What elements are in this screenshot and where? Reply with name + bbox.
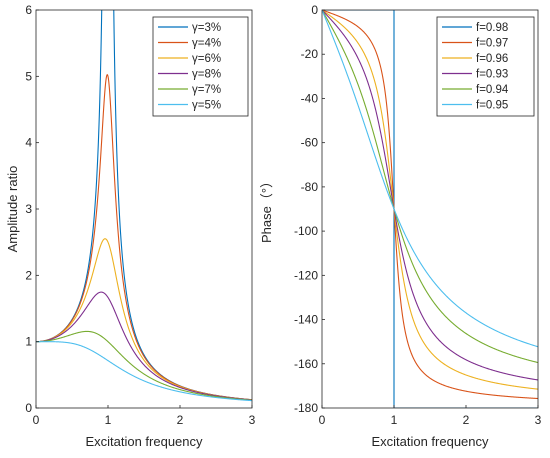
- y-tick-label: 0: [311, 3, 318, 17]
- x-tick-label: 0: [33, 413, 40, 427]
- amplitude-y-axis-label: Amplitude ratio: [5, 166, 20, 253]
- series-line-4: [322, 10, 538, 381]
- legend-entry-label: f=0.97: [476, 38, 508, 50]
- y-tick-label: 6: [25, 3, 32, 17]
- y-tick-label: 5: [25, 69, 32, 83]
- series-line-5: [322, 10, 538, 364]
- legend-entry-label: γ=4%: [192, 38, 221, 50]
- legend-entry-label: γ=8%: [192, 69, 221, 81]
- y-tick-label: -180: [294, 401, 318, 415]
- phase-legend: f=0.98 f=0.97 f=0.96 f=0.93 f=0.94 f=0.95: [436, 16, 535, 117]
- series-line-5: [36, 330, 252, 401]
- legend-entry-label: γ=7%: [192, 84, 221, 96]
- y-tick-label: 1: [25, 335, 32, 349]
- y-tick-label: -40: [301, 91, 319, 105]
- phase-y-axis-label: Phase（°）: [259, 175, 274, 243]
- phase-x-axis-label: Excitation frequency: [371, 434, 489, 449]
- x-tick-label: 1: [105, 413, 112, 427]
- x-tick-label: 2: [463, 413, 470, 427]
- amplitude-x-axis-label: Excitation frequency: [85, 434, 203, 449]
- y-tick-label: -60: [301, 136, 319, 150]
- amplitude-series-group: [36, 10, 252, 402]
- legend-entry-label: f=0.98: [476, 22, 508, 34]
- x-tick-label: 1: [391, 413, 398, 427]
- x-tick-label: 2: [177, 413, 184, 427]
- y-tick-label: 4: [25, 136, 32, 150]
- y-tick-label: -160: [294, 357, 318, 371]
- series-line-4: [36, 291, 252, 401]
- y-tick-label: -140: [294, 313, 318, 327]
- y-tick-label: -20: [301, 47, 319, 61]
- y-tick-label: -100: [294, 224, 318, 238]
- y-tick-label: 2: [25, 268, 32, 282]
- plot-area-frame: [321, 9, 539, 409]
- phase-axis-ticks: 0 1 2 3 0 -20 -40 -60 -80 -100 -120 -140 -160 -180: [294, 3, 542, 427]
- legend-entry-label: f=0.96: [476, 53, 508, 65]
- y-tick-label: -80: [301, 180, 319, 194]
- y-tick-label: -120: [294, 268, 318, 282]
- series-line-6: [322, 10, 538, 348]
- series-line-3: [322, 10, 538, 390]
- x-tick-label: 0: [319, 413, 326, 427]
- legend-box: [152, 16, 249, 117]
- series-line-2: [322, 10, 538, 400]
- y-tick-label: 0: [25, 401, 32, 415]
- amplitude-axis-ticks: 0 1 2 3 0 1 2 3 4 5 6: [25, 3, 255, 427]
- legend-entry-label: f=0.93: [476, 69, 508, 81]
- phase-series-group: [322, 10, 538, 408]
- legend-entry-label: γ=3%: [192, 22, 221, 34]
- legend-entry-label: γ=5%: [192, 100, 221, 112]
- x-tick-label: 3: [535, 413, 542, 427]
- legend-entry-label: f=0.95: [476, 100, 508, 112]
- legend-box: [436, 16, 535, 117]
- legend-entry-label: γ=6%: [192, 53, 221, 65]
- amplitude-ratio-chart: 0 1 2 3 0 1 2 3 4 5 6 Excitation frequency Amplitu…: [5, 3, 256, 449]
- legend-entry-label: f=0.94: [476, 84, 509, 96]
- series-line-6: [36, 341, 252, 402]
- amplitude-legend: γ=3% γ=4% γ=6% γ=8% γ=7% γ=5%: [152, 16, 249, 117]
- x-tick-label: 3: [249, 413, 256, 427]
- phase-chart: 0 1 2 3 0 -20 -40 -60 -80 -100 -120 -140 -160 -180 Ex…: [259, 3, 542, 449]
- y-tick-label: 3: [25, 202, 32, 216]
